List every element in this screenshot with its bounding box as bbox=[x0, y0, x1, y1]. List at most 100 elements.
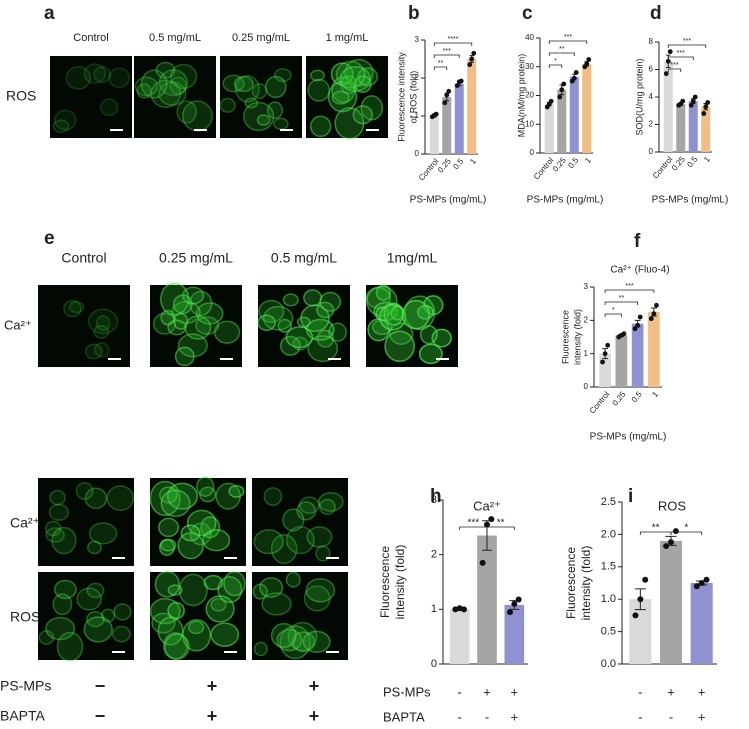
cell bbox=[339, 66, 371, 92]
cell bbox=[251, 83, 268, 100]
cell bbox=[65, 65, 92, 90]
bar bbox=[442, 97, 452, 154]
cell bbox=[140, 69, 168, 99]
data-point bbox=[635, 322, 641, 328]
data-point bbox=[680, 98, 686, 104]
data-point bbox=[454, 83, 460, 88]
bar bbox=[454, 83, 464, 154]
y-axis-label: Fluorescence intensity bbox=[396, 52, 406, 142]
cell bbox=[171, 300, 201, 324]
condition-label: BAPTA bbox=[0, 708, 46, 724]
significance-label: * bbox=[684, 523, 688, 534]
condition-sign: − bbox=[95, 706, 106, 726]
column-label: 0.5 mg/mL bbox=[149, 32, 201, 44]
condition-label: PS-MPs bbox=[0, 678, 51, 694]
cell bbox=[222, 74, 245, 93]
data-point bbox=[584, 61, 590, 67]
cell bbox=[195, 316, 220, 335]
y-tick-label: 2 bbox=[431, 549, 437, 561]
cell bbox=[45, 527, 66, 543]
cell bbox=[200, 516, 221, 539]
condition-sign: + bbox=[667, 684, 675, 699]
micrograph bbox=[150, 282, 242, 367]
condition-sign: + bbox=[511, 709, 519, 724]
condition-sign: - bbox=[457, 684, 461, 699]
data-point bbox=[467, 62, 473, 68]
cell bbox=[219, 97, 236, 113]
micrograph bbox=[38, 478, 135, 566]
significance-bracket bbox=[433, 54, 460, 58]
data-point bbox=[637, 596, 644, 603]
cell bbox=[149, 480, 181, 517]
x-axis-label: PS-MPs (mg/mL) bbox=[527, 195, 604, 206]
cell bbox=[357, 67, 379, 87]
cell bbox=[210, 597, 227, 612]
cell bbox=[167, 319, 187, 336]
cell bbox=[375, 284, 391, 301]
y-tick-label: 0 bbox=[584, 382, 589, 391]
cell bbox=[157, 81, 187, 106]
bar bbox=[599, 353, 611, 387]
cell bbox=[328, 322, 347, 342]
data-point bbox=[698, 580, 705, 586]
bar bbox=[676, 103, 686, 152]
cell bbox=[263, 487, 283, 506]
y-tick-label: 0 bbox=[530, 148, 535, 157]
cell bbox=[181, 619, 212, 652]
cell bbox=[93, 325, 110, 339]
cell bbox=[38, 630, 55, 645]
cell bbox=[101, 608, 116, 623]
cell bbox=[83, 63, 106, 84]
micrograph bbox=[149, 570, 246, 660]
y-tick-label: 1.0 bbox=[601, 593, 616, 605]
significance-bracket bbox=[604, 313, 622, 317]
cell bbox=[203, 574, 224, 591]
cell bbox=[56, 631, 84, 662]
cell bbox=[108, 67, 131, 89]
x-tick-label: Control bbox=[588, 390, 612, 416]
cell bbox=[52, 593, 73, 616]
panel-letter: e bbox=[44, 228, 55, 249]
x-axis-label: PS-MPs (mg/mL) bbox=[410, 195, 487, 206]
cell bbox=[233, 75, 254, 93]
cell bbox=[196, 476, 215, 497]
cell bbox=[282, 508, 305, 532]
data-point bbox=[692, 94, 698, 100]
significance-bracket bbox=[548, 40, 588, 44]
cell bbox=[285, 525, 315, 555]
bar bbox=[615, 335, 628, 387]
cell bbox=[316, 301, 335, 319]
micrograph bbox=[252, 571, 348, 660]
micrograph bbox=[38, 572, 134, 662]
cell bbox=[151, 612, 176, 634]
y-tick-label: 0.5 bbox=[601, 626, 616, 638]
cell bbox=[292, 631, 316, 653]
condition-sign: + bbox=[698, 684, 706, 699]
bar bbox=[659, 540, 683, 664]
significance-bracket bbox=[548, 52, 575, 56]
y-axis-label: intensity (fold) bbox=[572, 309, 582, 365]
cell bbox=[234, 75, 260, 103]
cell bbox=[44, 520, 62, 537]
bar bbox=[648, 312, 660, 387]
y-tick-label: 8 bbox=[649, 37, 654, 46]
condition-sign: + bbox=[207, 706, 218, 726]
data-point bbox=[573, 70, 579, 75]
cell bbox=[167, 601, 185, 620]
cell bbox=[270, 622, 297, 649]
y-tick-label: 2 bbox=[415, 73, 420, 82]
significance-label: *** bbox=[683, 38, 691, 45]
cell bbox=[180, 524, 201, 542]
cell bbox=[134, 76, 159, 97]
condition-sign: − bbox=[95, 676, 106, 696]
data-point bbox=[571, 75, 577, 81]
data-point bbox=[703, 104, 709, 110]
cell bbox=[261, 592, 292, 616]
bar bbox=[557, 89, 567, 153]
data-point bbox=[690, 98, 696, 104]
cell bbox=[106, 485, 135, 512]
cell bbox=[113, 603, 132, 621]
y-axis-label: intensity (fold) bbox=[579, 546, 593, 621]
condition-sign: - bbox=[457, 709, 461, 724]
cell bbox=[296, 501, 317, 521]
